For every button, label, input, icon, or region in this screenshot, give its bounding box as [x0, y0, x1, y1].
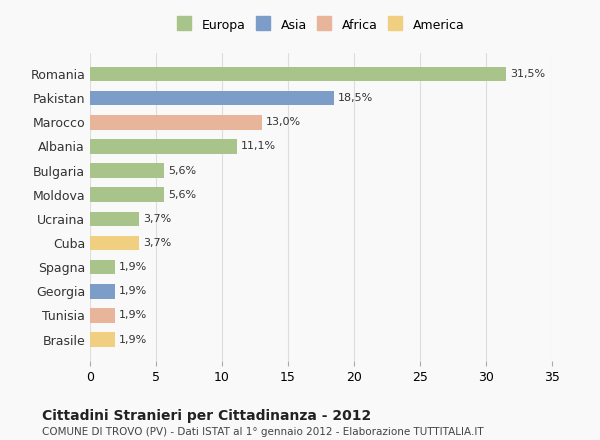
Text: 1,9%: 1,9% [119, 286, 147, 296]
Bar [90, 236, 139, 250]
Text: Cittadini Stranieri per Cittadinanza - 2012: Cittadini Stranieri per Cittadinanza - 2… [42, 409, 371, 423]
Text: 11,1%: 11,1% [241, 141, 275, 151]
Bar [90, 284, 115, 298]
Text: 1,9%: 1,9% [119, 262, 147, 272]
Text: 18,5%: 18,5% [338, 93, 373, 103]
Text: 3,7%: 3,7% [143, 238, 171, 248]
Text: 1,9%: 1,9% [119, 311, 147, 320]
Legend: Europa, Asia, Africa, America: Europa, Asia, Africa, America [177, 19, 465, 32]
Text: COMUNE DI TROVO (PV) - Dati ISTAT al 1° gennaio 2012 - Elaborazione TUTTITALIA.I: COMUNE DI TROVO (PV) - Dati ISTAT al 1° … [42, 427, 484, 437]
Text: 5,6%: 5,6% [168, 190, 196, 200]
Bar [90, 139, 236, 154]
Text: 3,7%: 3,7% [143, 214, 171, 224]
Bar [90, 260, 115, 275]
Bar [90, 163, 164, 178]
Bar [90, 67, 506, 81]
Bar [90, 91, 334, 106]
Text: 31,5%: 31,5% [510, 69, 545, 79]
Bar [90, 187, 164, 202]
Text: 5,6%: 5,6% [168, 165, 196, 176]
Bar [90, 212, 139, 226]
Bar [90, 308, 115, 323]
Text: 1,9%: 1,9% [119, 334, 147, 345]
Bar [90, 332, 115, 347]
Text: 13,0%: 13,0% [266, 117, 301, 127]
Bar [90, 115, 262, 129]
